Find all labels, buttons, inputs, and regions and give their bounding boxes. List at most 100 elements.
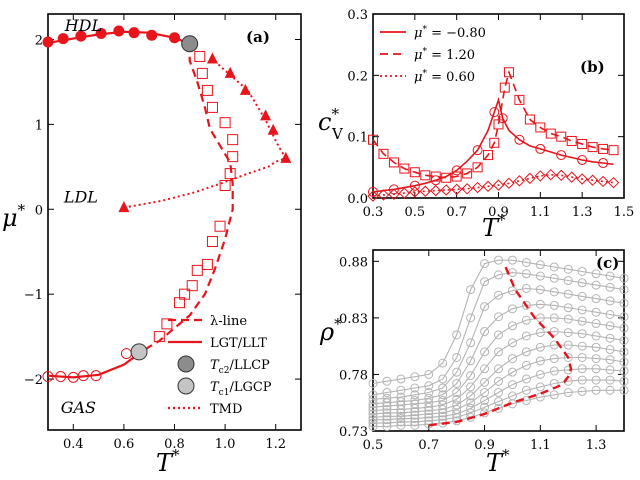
panel-c-isochore-4-point	[438, 390, 448, 400]
panel-c-isochore-3-point	[494, 290, 503, 300]
panel-b-ytick-label: 0.2	[347, 69, 368, 84]
legend-label: μ* = 0.60	[414, 69, 475, 85]
panel-c-isochore-7-point	[591, 342, 601, 352]
panel-a-series-lgt-simulation-point	[55, 371, 67, 383]
panel-b-series-2-point	[514, 94, 525, 105]
panel-c-isochore-5-point	[549, 313, 559, 323]
panel-c-isochore-8-point	[535, 356, 545, 366]
panel-a-series-tmd-simulation-point	[280, 151, 292, 163]
panel-a-series--line-simulation-point	[174, 297, 186, 309]
panel-c-isochore-8-point	[549, 354, 559, 364]
panel-c-isochore-7-point	[619, 347, 629, 357]
panel-c-isochore-5-point	[466, 371, 476, 381]
panel-c-isochore-3-point	[563, 289, 573, 299]
panel-c-isochore-9-point	[410, 414, 420, 424]
panel-a-series--line-simulation-point	[227, 151, 239, 163]
panel-c-isochore-6-point	[605, 333, 615, 343]
panel-a-label: (a)	[246, 28, 270, 46]
panel-a-critical-point-tc2-llcp	[181, 35, 199, 53]
panel-a-ytick-label: −1	[24, 288, 43, 303]
panel-c-isochore-7-point	[480, 377, 490, 387]
panel-c-isochore-9-point	[368, 415, 378, 425]
panel-b-series-3-point	[534, 170, 547, 182]
panel-c-xtick-label: 0.9	[474, 438, 495, 453]
panel-c-isochore-10-point	[382, 418, 392, 428]
panel-b-xtick-label: 1.5	[614, 205, 635, 220]
panel-c-isochore-10-line	[373, 379, 625, 424]
panel-c-isochore-11-point	[605, 385, 615, 395]
panel-c-isochore-3-point	[619, 298, 629, 308]
panel-c-isochore-8-point	[619, 357, 629, 367]
panel-c-isochore-4-line	[372, 303, 625, 405]
panel-c-isochore-1-point	[382, 376, 392, 386]
panel-b-series-1-point	[451, 165, 462, 176]
panel-c-isochore-5-point	[605, 321, 615, 331]
panel-a-series--line-simulation-point	[206, 236, 218, 248]
panel-b-series-3-point	[607, 176, 620, 189]
panel-c-isochore-5-point	[480, 347, 490, 357]
panel-c: 0.5 0.7 0.9 1.1 1.3 0.73 0.78 0.83 0.88 (c) ρ* T…	[319, 249, 629, 477]
panel-c-isochore-6-point	[382, 405, 392, 415]
panel-b-series-3-line	[372, 173, 614, 197]
panel-b-series-1-point	[472, 145, 483, 156]
panel-a-ylabel: μ*	[2, 201, 26, 232]
panel-c-isochore-6-point	[549, 326, 559, 336]
panel-b-xtick-label: 1.3	[572, 205, 593, 220]
panel-a-series-llt-simulation-point	[128, 27, 140, 39]
panel-b-ytick-label: 0.1	[347, 131, 368, 146]
panel-b-series-3-point	[398, 187, 411, 199]
panel-c-isochore-5-point	[368, 402, 378, 412]
panel-c-isochore-10-point	[480, 402, 490, 412]
panel-c-isochore-4-point	[368, 399, 378, 409]
panel-c-isochore-8-point	[494, 376, 503, 386]
panel-c-isochore-1-point	[410, 372, 420, 382]
panel-b-series-2-point	[462, 168, 473, 179]
legend-label: Tc1/LGCP	[210, 380, 272, 398]
panel-c-isochore-2-point	[535, 271, 545, 281]
panel-b-ytick-label: 0.0	[347, 192, 368, 207]
panel-c-isochore-6-point	[410, 403, 420, 413]
panel-c-xtick-label: 1.1	[530, 438, 551, 453]
panel-c-isochore-9-point	[619, 366, 629, 376]
panel-c-isochore-6-point	[494, 347, 503, 357]
panel-c-isochore-5-point	[521, 315, 531, 325]
panel-a-series-tmd-simulation-point	[206, 52, 218, 64]
panel-c-isochore-4-point	[563, 303, 573, 313]
panel-b-series-3-point	[545, 168, 557, 181]
panel-b-series-3-point	[388, 188, 400, 201]
panel-c-isochore-7-point	[382, 408, 392, 418]
panel-a-region-hdl: HDL	[64, 16, 102, 35]
panel-a-series-llt-simulation-point	[42, 36, 54, 48]
panel-a-series-llt-simulation-point	[169, 32, 180, 44]
panel-b-series-2-point	[524, 114, 535, 125]
legend-marker	[177, 355, 195, 373]
panel-c-isochore-6-point	[452, 394, 462, 404]
panel-c-isochore-1-point	[507, 255, 517, 265]
panel-c-isochore-9-point	[549, 366, 559, 376]
legend-label: Tc2/LLCP	[210, 358, 270, 376]
panel-c-xtick-label: 1.3	[586, 438, 607, 453]
panel-c-isochore-5-point	[591, 319, 601, 329]
panel-b-xtick-label: 0.3	[363, 205, 384, 220]
panel-b-legend: μ* = −0.80 μ* = 1.20 μ* = 0.60	[380, 25, 486, 85]
panel-c-isochore-7-point	[368, 409, 378, 419]
panel-c-isochore-11-point	[619, 385, 629, 395]
panel-c-isochore-8-point	[605, 355, 615, 365]
panel-c-isochore-2-point	[466, 313, 476, 323]
panel-b-series-3-point	[482, 180, 494, 193]
panel-a-critical-point-tc1-lgcp	[130, 343, 148, 361]
panel-b-series-2-point	[556, 131, 567, 142]
panel-b-xtick-label: 1.1	[530, 205, 551, 220]
panel-a-xlabel: T*	[156, 446, 180, 477]
panel-a-xtick-label: 1.0	[215, 437, 236, 452]
panel-a-series-llt-simulation-point	[146, 29, 158, 41]
panel-c-isochore-3-point	[438, 383, 448, 393]
panel-c-isochore-3-point	[466, 338, 476, 348]
panel-c-isochore-1-point	[577, 266, 587, 276]
panel-b-label: (b)	[580, 58, 605, 76]
panel-c-isochore-2-point	[480, 277, 490, 287]
panel-b-series-2-point	[587, 142, 598, 153]
panel-c-isochore-4-point	[452, 378, 462, 388]
panel-a-xtick-label: 0.8	[164, 437, 185, 452]
panel-c-isochore-2-point	[452, 352, 462, 362]
